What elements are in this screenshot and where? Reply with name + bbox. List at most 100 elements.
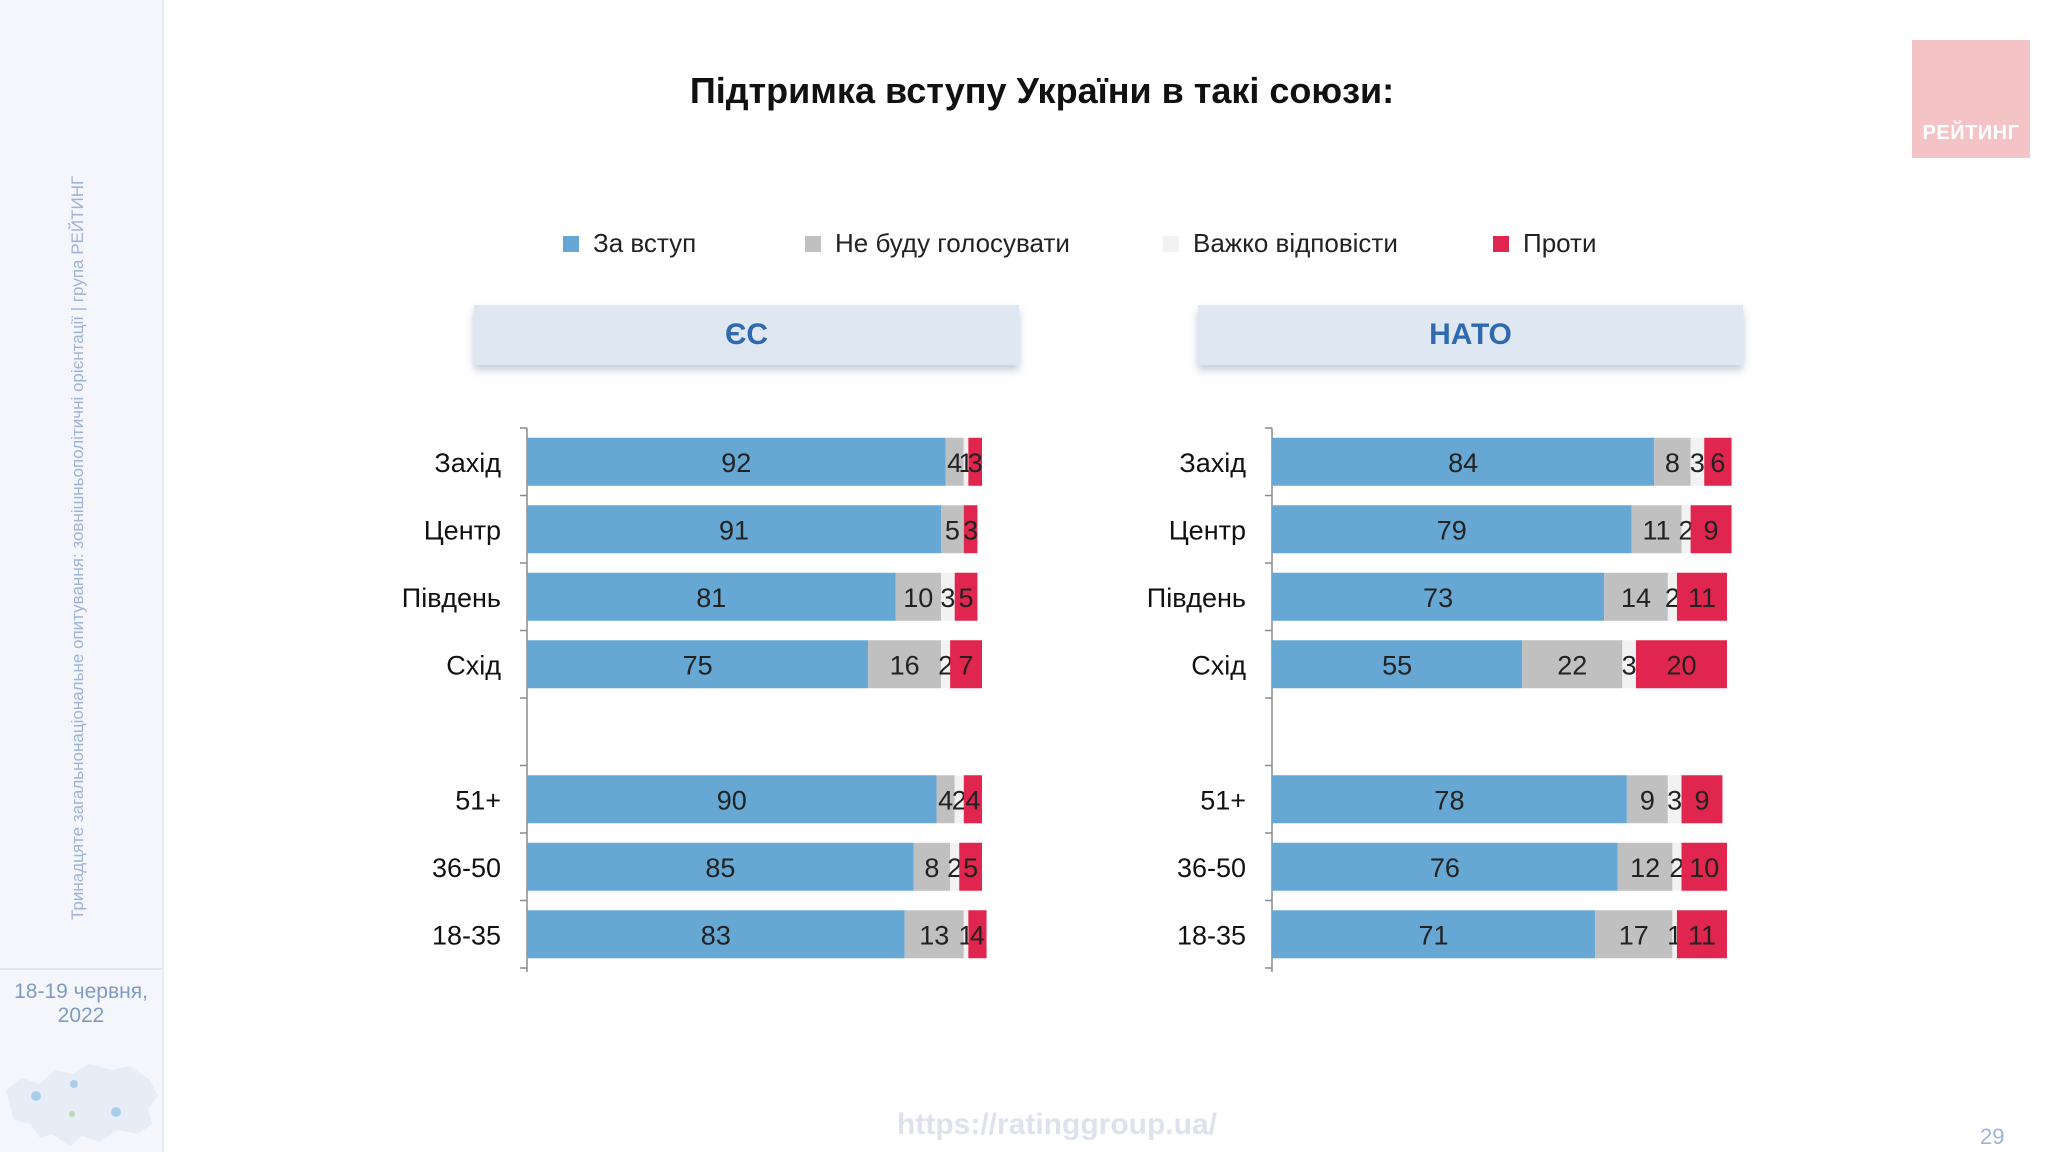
category-label: 36-50 bbox=[432, 853, 501, 883]
data-label: 16 bbox=[890, 650, 920, 680]
data-label: 5 bbox=[945, 515, 960, 545]
data-label: 2 bbox=[952, 785, 967, 815]
data-label: 22 bbox=[1557, 650, 1587, 680]
sidebar-survey-caption: Тринадцяте загальнонаціональне опитуванн… bbox=[68, 175, 87, 920]
data-label: 5 bbox=[959, 583, 974, 613]
rating-logo: РЕЙТИНГ bbox=[1912, 40, 2030, 158]
data-label: 3 bbox=[940, 583, 955, 613]
data-label: 84 bbox=[1448, 448, 1478, 478]
bar-segment bbox=[1272, 437, 1655, 486]
data-label: 4 bbox=[947, 448, 962, 478]
bar-segment bbox=[950, 842, 960, 891]
data-label: 7 bbox=[959, 650, 974, 680]
data-label: 11 bbox=[1642, 515, 1670, 545]
bar-segment bbox=[1681, 775, 1723, 824]
data-label: 71 bbox=[1419, 920, 1449, 950]
category-label: Схід bbox=[446, 650, 501, 680]
data-label: 2 bbox=[1679, 515, 1694, 545]
bar-segment bbox=[895, 572, 942, 621]
data-label: 90 bbox=[717, 785, 747, 815]
chart-legend: За вступ Не буду голосувати Важко відпов… bbox=[0, 228, 2048, 268]
bar-segment bbox=[968, 437, 982, 486]
bar-segment bbox=[1667, 775, 1682, 824]
data-label: 12 bbox=[1630, 853, 1660, 883]
bar-segment bbox=[527, 437, 946, 486]
data-label: 4 bbox=[965, 785, 980, 815]
data-label: 6 bbox=[1710, 448, 1725, 478]
bar-segment bbox=[1667, 572, 1677, 621]
bar-segment bbox=[913, 842, 951, 891]
bar-segment bbox=[527, 505, 942, 554]
bar-segment bbox=[527, 842, 914, 891]
data-label: 85 bbox=[705, 853, 735, 883]
data-label: 11 bbox=[1688, 920, 1716, 950]
legend-swatch-against bbox=[1493, 235, 1509, 252]
bar-segment bbox=[936, 775, 955, 824]
category-label: Центр bbox=[1169, 515, 1246, 545]
data-label: 55 bbox=[1382, 650, 1412, 680]
data-label: 10 bbox=[903, 583, 933, 613]
bar-segment bbox=[1636, 640, 1727, 689]
data-label: 14 bbox=[1621, 583, 1651, 613]
data-label: 17 bbox=[1619, 920, 1649, 950]
bar-segment bbox=[868, 640, 942, 689]
bar-segment bbox=[941, 640, 951, 689]
bar-segment bbox=[1626, 775, 1668, 824]
data-label: 3 bbox=[1690, 448, 1705, 478]
legend-label-support: За вступ bbox=[593, 228, 697, 258]
category-label: Південь bbox=[1147, 583, 1246, 613]
category-label: 36-50 bbox=[1177, 853, 1246, 883]
data-label: 20 bbox=[1666, 650, 1696, 680]
bar-segment bbox=[1272, 910, 1596, 959]
bar-segment bbox=[1595, 910, 1673, 959]
data-label: 3 bbox=[1622, 650, 1637, 680]
category-label: Центр bbox=[424, 515, 501, 545]
bar-segment bbox=[1676, 572, 1727, 621]
sidebar: Тринадцяте загальнонаціональне опитуванн… bbox=[0, 0, 164, 1152]
data-label: 75 bbox=[683, 650, 713, 680]
sidebar-divider bbox=[0, 968, 162, 970]
data-label: 2 bbox=[1665, 583, 1680, 613]
bar-segment bbox=[1272, 505, 1632, 554]
bar-segment bbox=[527, 640, 869, 689]
category-label: Південь bbox=[402, 583, 501, 613]
data-label: 2 bbox=[1669, 853, 1684, 883]
category-label: Схід bbox=[1191, 650, 1246, 680]
legend-label-hard-to-say: Важко відповісти bbox=[1193, 228, 1398, 258]
bar-segment bbox=[1672, 842, 1682, 891]
bar-segment bbox=[959, 842, 982, 891]
bar-segment bbox=[1690, 505, 1732, 554]
bar-segment bbox=[527, 572, 896, 621]
survey-date-line1: 18-19 червня, bbox=[14, 980, 148, 1003]
data-label: 11 bbox=[1688, 583, 1716, 613]
bar-segment bbox=[1272, 640, 1523, 689]
bar-segment bbox=[1272, 842, 1618, 891]
data-label: 83 bbox=[701, 920, 731, 950]
ukraine-map-icon bbox=[6, 1064, 158, 1146]
bar-segment bbox=[1672, 910, 1677, 959]
category-label: 51+ bbox=[1200, 785, 1246, 815]
page-title: Підтримка вступу України в такі союзи: bbox=[689, 70, 1395, 111]
bar-segment bbox=[1681, 842, 1727, 891]
bar-segment bbox=[1704, 437, 1732, 486]
bar-segment bbox=[1272, 775, 1627, 824]
legend-item-support: За вступ bbox=[563, 228, 696, 259]
bar-segment bbox=[527, 775, 937, 824]
bar-segment bbox=[1631, 505, 1682, 554]
data-label: 8 bbox=[1665, 448, 1680, 478]
bar-segment bbox=[1676, 910, 1727, 959]
bar-segment bbox=[1622, 640, 1636, 689]
page-number: 29 bbox=[1980, 1124, 2005, 1149]
data-label: 3 bbox=[963, 515, 978, 545]
nato-panel-header: НАТО bbox=[1198, 305, 1743, 365]
bar-segment bbox=[954, 775, 964, 824]
category-label: 18-35 bbox=[1177, 920, 1246, 950]
legend-label-not-voting: Не буду голосувати bbox=[835, 228, 1070, 258]
data-label: 91 bbox=[719, 515, 749, 545]
data-label: 9 bbox=[1694, 785, 1709, 815]
data-label: 9 bbox=[1640, 785, 1655, 815]
bar-segment bbox=[904, 910, 964, 959]
legend-swatch-support bbox=[563, 235, 579, 252]
